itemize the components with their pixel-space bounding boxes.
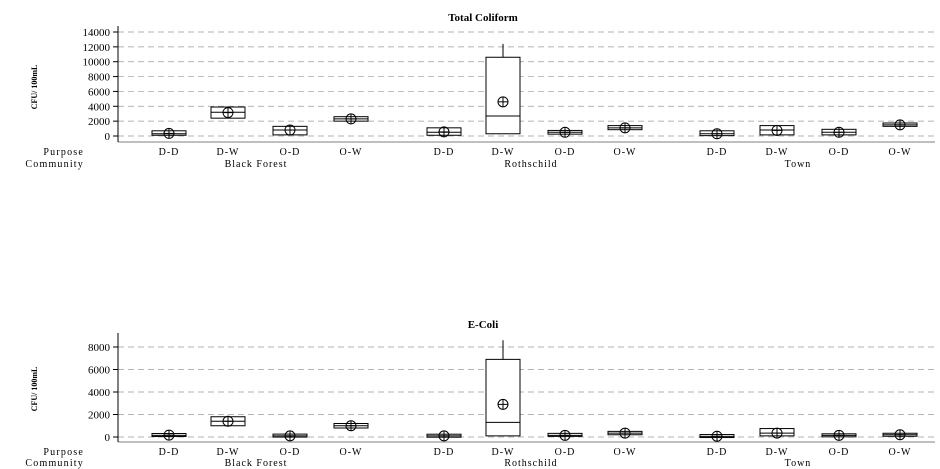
- box-black-forest-d-w: [210, 106, 246, 119]
- y-tick-label: 14000: [83, 27, 111, 39]
- gridlines: [118, 346, 935, 438]
- purpose-label: D-W: [492, 447, 515, 458]
- purpose-label: D-W: [492, 147, 515, 158]
- community-row-label: Community: [25, 458, 84, 469]
- x-axis-labels: D-D D-W O-D O-W Black Forest D-D D-W O-D O-W Roth…: [159, 147, 912, 170]
- purpose-label: O-W: [340, 147, 363, 158]
- box-iqr: [485, 56, 521, 135]
- y-tick-label: 6000: [88, 86, 111, 98]
- purpose-label: O-W: [614, 447, 637, 458]
- purpose-label: D-D: [159, 147, 180, 158]
- y-axis-label: CFU/ 100mL: [30, 367, 39, 412]
- chart-title: Total Coliform: [448, 12, 518, 24]
- purpose-label: O-D: [829, 447, 850, 458]
- box-town-o-d: [821, 429, 857, 441]
- box-rothschild-d-d: [426, 126, 462, 138]
- panel-e-coli: E-Coli CFU/ 100mL 0 2000 4000 6000 8000 Purp…: [25, 319, 935, 469]
- box-town-d-w: [759, 124, 795, 136]
- box-town-o-w: [882, 429, 918, 441]
- boxes: [151, 43, 918, 140]
- box-rothschild-o-d: [547, 126, 583, 138]
- box-iqr: [485, 358, 521, 437]
- box-rothschild-o-w: [607, 427, 643, 439]
- y-tick-label: 2000: [88, 410, 111, 422]
- community-label: Black Forest: [225, 159, 288, 170]
- purpose-label: O-W: [889, 447, 912, 458]
- purpose-label: O-D: [555, 447, 576, 458]
- panel-total-coliform: Total Coliform CFU/ 100mL 0 2000 4000 6000 8…: [25, 12, 935, 170]
- community-row-label: Community: [25, 159, 84, 170]
- box-black-forest-o-w: [333, 420, 369, 432]
- box-rothschild-o-d: [547, 429, 583, 441]
- box-black-forest-d-d: [151, 127, 187, 139]
- purpose-label: D-D: [707, 147, 728, 158]
- gridlines: [118, 31, 935, 137]
- y-tick-label: 8000: [88, 72, 111, 84]
- y-tick-label: 0: [105, 432, 111, 444]
- purpose-label: D-W: [766, 147, 789, 158]
- purpose-label: D-W: [766, 447, 789, 458]
- x-axis-labels: D-D D-W O-D O-W Black Forest D-D D-W O-D O-W Roth…: [159, 447, 912, 469]
- box-black-forest-d-d: [151, 429, 187, 441]
- y-tick-label: 4000: [88, 101, 111, 113]
- community-label: Town: [785, 159, 812, 170]
- y-axis-ticks: 0 2000 4000 6000 8000 10000 12000 14000: [83, 27, 118, 143]
- y-tick-label: 12000: [83, 42, 111, 54]
- y-tick-label: 0: [105, 131, 111, 143]
- purpose-label: O-D: [280, 147, 301, 158]
- box-town-o-w: [882, 119, 918, 131]
- boxes: [151, 340, 918, 442]
- community-label: Rothschild: [504, 458, 557, 469]
- purpose-label: D-D: [434, 147, 455, 158]
- purpose-label: O-D: [555, 147, 576, 158]
- box-town-d-d: [699, 128, 735, 140]
- community-label: Rothschild: [504, 159, 557, 170]
- box-black-forest-d-w: [210, 415, 246, 427]
- purpose-row-label: Purpose: [43, 147, 84, 158]
- y-axis-label: CFU/ 100mL: [30, 65, 39, 110]
- purpose-label: D-D: [434, 447, 455, 458]
- purpose-label: D-W: [217, 447, 240, 458]
- box-rothschild-d-w: [485, 340, 521, 437]
- y-tick-label: 10000: [83, 57, 111, 69]
- purpose-label: D-D: [159, 447, 180, 458]
- purpose-label: O-W: [614, 147, 637, 158]
- purpose-label: O-D: [829, 147, 850, 158]
- y-tick-label: 6000: [88, 365, 111, 377]
- purpose-label: D-D: [707, 447, 728, 458]
- box-black-forest-o-d: [272, 430, 308, 442]
- y-axis-ticks: 0 2000 4000 6000 8000: [88, 342, 118, 444]
- box-rothschild-o-w: [607, 122, 643, 134]
- chart-title: E-Coli: [468, 319, 499, 331]
- purpose-row-label: Purpose: [43, 447, 84, 458]
- box-town-d-d: [699, 430, 735, 442]
- box-rothschild-d-d: [426, 430, 462, 442]
- y-tick-label: 8000: [88, 342, 111, 354]
- box-town-o-d: [821, 126, 857, 138]
- purpose-label: O-W: [340, 447, 363, 458]
- y-tick-label: 4000: [88, 387, 111, 399]
- box-black-forest-o-w: [333, 113, 369, 125]
- purpose-label: O-W: [889, 147, 912, 158]
- community-label: Black Forest: [225, 458, 288, 469]
- box-rothschild-d-w: [485, 43, 521, 135]
- box-town-d-w: [759, 427, 795, 439]
- y-tick-label: 2000: [88, 116, 111, 128]
- box-black-forest-o-d: [272, 124, 308, 136]
- purpose-label: D-W: [217, 147, 240, 158]
- purpose-label: O-D: [280, 447, 301, 458]
- community-label: Town: [785, 458, 812, 469]
